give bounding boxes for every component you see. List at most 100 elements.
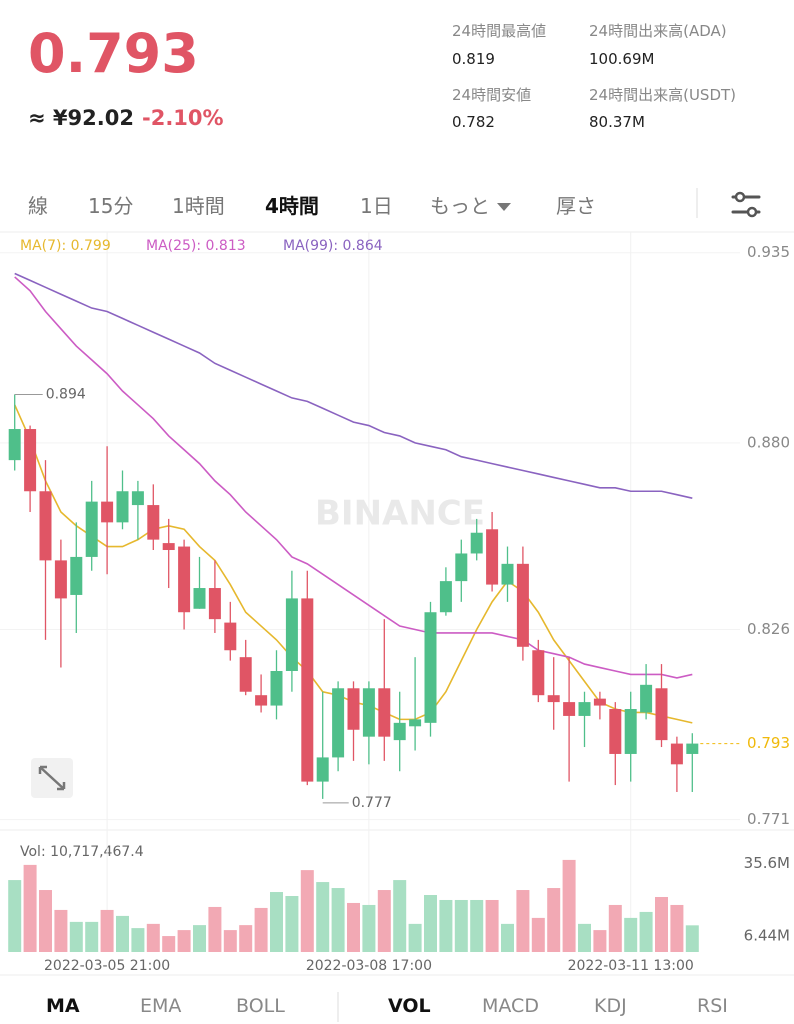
stat-value: 100.69M [589,50,655,68]
volume-bar [454,899,468,952]
interval-tab[interactable]: 1日 [360,194,393,218]
y-tick-label: 0.826 [747,620,790,638]
stat-value: 0.819 [452,50,495,68]
stat-label: 24時間安値 [452,86,532,104]
watermark: BINANCE [315,494,485,534]
volume-bar [685,925,699,952]
volume-bar [408,923,422,952]
candle-body [255,695,268,706]
candle-body [393,722,406,741]
candle-body [686,743,699,754]
volume-bar [300,870,314,952]
candle-body [455,553,468,582]
y-tick-label: 0.771 [747,810,790,828]
last-price-label: 0.793 [747,734,790,752]
legend-entry: MA(25): 0.813 [146,238,246,254]
settings-icon[interactable] [731,191,761,218]
candle-body [409,719,422,727]
interval-tab[interactable]: もっと [430,190,512,219]
candle-body [162,543,175,551]
ma-line [13,404,693,724]
volume-tick-label: 35.6M [744,854,790,872]
candle-body [439,581,452,613]
legend-entry: MA(99): 0.864 [283,238,383,254]
candle-body [8,429,21,461]
candle-body [208,588,221,620]
volume-bar [331,888,345,952]
volume-bar [177,930,191,952]
volume-bar [593,930,607,952]
volume-bar [377,890,391,952]
volume-bar [624,917,638,952]
sub-tab[interactable]: VOL [388,995,431,1017]
volume-bar [485,899,499,952]
interval-tab[interactable]: 線 [28,194,48,218]
candle-body [486,529,499,585]
volume-tick-label: 6.44M [744,926,790,944]
stat-value: 80.37M [589,113,645,131]
volume-bar [501,923,514,952]
volume-label: Vol: 10,717,467.4 [20,844,144,860]
indicator-tab[interactable]: MA [46,995,80,1017]
volume-bar [393,880,407,952]
candle-body [131,491,144,506]
volume-bar [547,888,561,952]
volume-bar [439,899,453,952]
volume-bar [8,880,22,952]
candle-body [470,532,483,554]
candle-body [563,702,576,716]
candle-body [224,622,237,651]
interval-tab[interactable]: 1時間 [172,194,225,218]
volume-bar [285,896,299,952]
expand-button[interactable] [31,758,73,798]
low-label: 0.777 [352,795,392,811]
candle-body [147,505,160,540]
candle-body [178,546,191,613]
volume-bar [516,890,530,952]
interval-tab[interactable]: 4時間 [265,194,319,218]
sub-tab[interactable]: KDJ [594,995,627,1017]
candle-body [670,743,683,765]
volume-bar [531,917,545,952]
price: 0.793 [28,22,199,85]
volume-bar [562,859,576,952]
high-label: 0.894 [46,386,86,402]
volume-bar [655,896,668,952]
volume-bar [39,890,52,952]
interval-tab[interactable]: 厚さ [556,194,596,218]
sub-tab[interactable]: RSI [697,995,728,1017]
indicator-tab[interactable]: BOLL [236,995,285,1017]
volume-bar [116,915,129,952]
stat-label: 24時間出来高(ADA) [589,22,727,40]
candle-body [609,709,622,754]
candle-body [593,698,606,706]
candle-body [532,650,545,696]
candle-body [347,688,360,730]
candle-body [54,560,67,599]
candle-body [24,429,37,492]
volume-bar [146,923,160,952]
candle-body [640,684,653,713]
volume-bar [100,909,114,952]
volume-bar [608,904,622,952]
candle-body [239,657,252,692]
sub-tab[interactable]: MACD [482,995,539,1017]
ma-line [14,272,693,499]
stat-label: 24時間最高値 [452,22,547,40]
interval-tab[interactable]: 15分 [88,194,134,218]
volume-bar [270,892,283,952]
x-tick-label: 2022-03-11 13:00 [568,958,694,974]
candle-body [301,598,314,782]
ma-line [14,276,693,679]
indicator-tab[interactable]: EMA [140,995,182,1017]
volume-bar [362,904,376,952]
volume-bar [470,899,484,952]
caret [497,203,511,211]
candle-body [316,757,329,782]
volume-bar [85,921,99,952]
volume-bar [69,921,83,952]
volume-bar [639,911,653,952]
change: -2.10% [142,106,224,130]
candle-body [378,688,391,737]
